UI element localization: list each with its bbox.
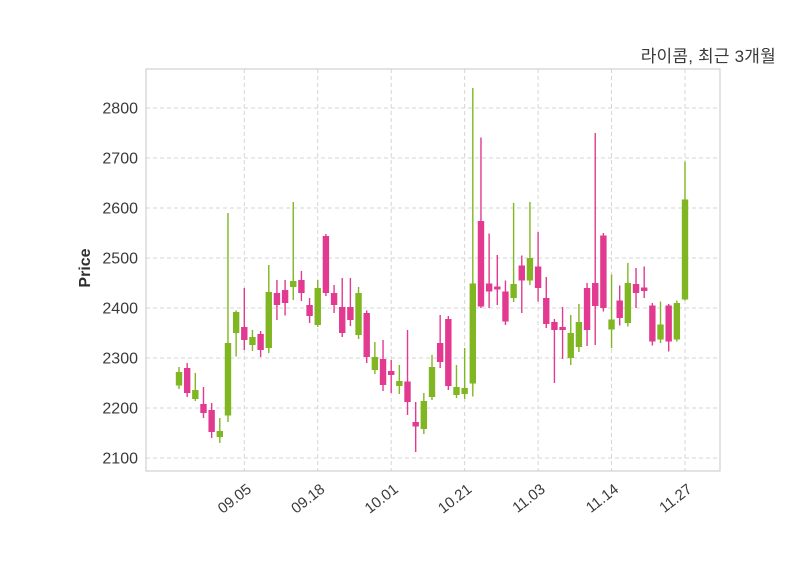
candle-body-down (298, 280, 305, 293)
candle-body-down (649, 305, 656, 342)
candle-body-down (281, 290, 289, 303)
y-tick-label: 2600 (102, 201, 138, 218)
candle-body-down (379, 359, 387, 385)
candle-body-down (347, 307, 354, 320)
y-tick-label: 2200 (102, 401, 138, 418)
candle-body-up (396, 381, 403, 386)
candle-body-down (387, 371, 395, 375)
x-tick-label: 11.27 (656, 481, 695, 517)
candle-body-up (192, 390, 199, 399)
candle-body-down (200, 404, 207, 413)
x-tick-label: 10.21 (435, 481, 475, 518)
candle-body-up (575, 322, 583, 347)
candle-body-down (616, 300, 623, 318)
candle-body-down (640, 287, 648, 291)
candle-body-up (224, 343, 232, 416)
plot-area (146, 69, 720, 471)
chart-title: 라이콤, 최근 3개월 (640, 47, 776, 66)
candle-body-up (232, 312, 240, 333)
candle-body-up (510, 284, 517, 298)
x-tick-label: 09.18 (288, 481, 328, 518)
candle-body-up (608, 319, 615, 330)
candle-body-down (600, 235, 607, 308)
candle-body-up (673, 303, 681, 340)
candle-body-down (665, 305, 672, 342)
candle-body-up (453, 387, 460, 395)
candle-body-down (445, 319, 452, 386)
candle-body-up (355, 293, 362, 335)
candle-body-up (461, 388, 468, 394)
candle-body-down (502, 291, 509, 322)
y-tick-label: 2800 (102, 101, 138, 118)
y-tick-label: 2300 (102, 351, 138, 368)
candle-body-up (657, 324, 664, 340)
candle-body-down (559, 327, 566, 330)
candle-body-down (330, 293, 338, 305)
candle-body-down (404, 381, 411, 402)
candle-body-up (265, 292, 272, 348)
candle-body-up (249, 337, 256, 345)
candle-body-up (469, 283, 477, 384)
candle-body-up (428, 367, 436, 397)
candle-body-down (583, 288, 591, 330)
y-tick-label: 2500 (102, 251, 138, 268)
candle-body-up (371, 357, 379, 370)
candle-body-down (183, 368, 191, 393)
candle-body-up (420, 401, 428, 429)
candle-body-down (363, 313, 370, 357)
candle-body-up (681, 199, 689, 300)
candle-body-down (632, 284, 640, 293)
candle-body-down (534, 266, 542, 288)
candle-body-up (216, 431, 224, 437)
candle-body-down (322, 236, 330, 293)
candle-body-down (208, 410, 215, 432)
candle-body-down (592, 283, 599, 306)
candle-body-down (543, 298, 550, 324)
candle-body-down (306, 305, 313, 316)
y-tick-label: 2700 (102, 151, 138, 168)
candle-body-down (518, 265, 525, 281)
candle-body-up (526, 258, 534, 281)
candle-body-up (314, 288, 321, 325)
candle-body-down (339, 307, 346, 333)
candle-body-down (485, 283, 493, 292)
candle-body-up (624, 283, 632, 323)
candle-body-down (477, 221, 485, 307)
candle-body-up (567, 333, 574, 358)
candle-body-up (175, 372, 183, 386)
y-tick-label: 2400 (102, 301, 138, 318)
x-tick-label: 09.05 (215, 481, 255, 518)
candle-body-down (436, 343, 444, 362)
candle-body-down (412, 422, 419, 427)
candle-body-down (494, 286, 501, 290)
y-tick-label: 2100 (102, 451, 138, 468)
y-axis-title: Price (77, 248, 94, 288)
candle-body-down (273, 293, 281, 305)
candle-body-down (257, 334, 264, 350)
candle-body-down (241, 327, 248, 340)
candle-body-up (290, 281, 297, 287)
x-tick-label: 11.03 (509, 481, 548, 517)
candle-body-down (551, 322, 558, 330)
x-tick-label: 10.01 (362, 481, 402, 518)
x-tick-label: 11.14 (583, 481, 622, 517)
plot-border (145, 68, 721, 472)
